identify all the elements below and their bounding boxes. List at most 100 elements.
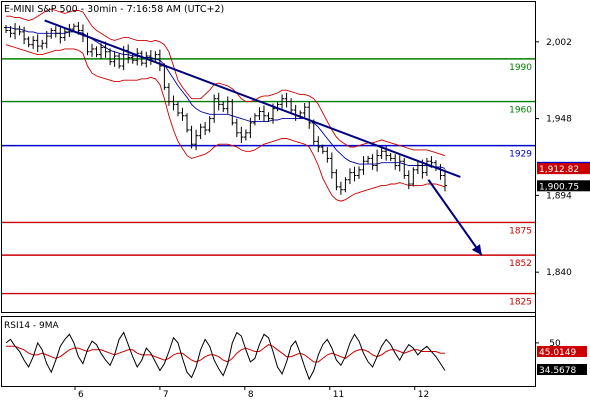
price-bar	[207, 116, 212, 133]
price-bar	[157, 49, 162, 72]
price-bar	[307, 101, 312, 129]
price-bar	[352, 166, 357, 182]
price-bar	[343, 177, 348, 193]
price-bar	[4, 25, 8, 33]
price-bar	[89, 43, 94, 57]
price-bar	[194, 129, 199, 151]
price-bar	[379, 147, 384, 159]
level-1990-label: 1990	[509, 63, 532, 73]
trend-lines	[44, 19, 483, 256]
price-badge: 1,900.75	[537, 180, 590, 192]
price-bar	[325, 147, 330, 163]
price-bar	[175, 100, 180, 117]
price-bar	[94, 46, 99, 58]
price-bar	[17, 25, 22, 36]
time-tick-label: 12	[418, 390, 429, 400]
price-bar	[316, 136, 321, 153]
price-bar	[370, 154, 375, 170]
price-bar	[280, 94, 285, 109]
price-bar	[289, 98, 294, 114]
price-bar	[22, 26, 27, 45]
price-bar	[49, 27, 54, 39]
price-tick-label: 2,002	[546, 38, 572, 48]
projection-arrow-head	[471, 244, 482, 256]
horizontal-levels: 1990 1960 1929 1875 1852 1825	[2, 58, 535, 308]
price-bar	[180, 107, 185, 121]
price-bar	[35, 34, 40, 53]
level-1929-label: 1929	[509, 150, 532, 160]
price-tick-label: 1,948	[546, 115, 572, 125]
rsi-title: RSI14 - 9MA	[4, 321, 60, 331]
price-bar	[388, 153, 393, 161]
price-bar	[62, 28, 67, 41]
price-bar	[112, 50, 117, 67]
level-1875-label: 1875	[509, 226, 532, 236]
price-bar	[406, 170, 411, 190]
price-bar	[284, 92, 289, 108]
moving-average-line	[6, 27, 446, 169]
price-bar	[171, 95, 176, 111]
price-bar	[117, 53, 122, 69]
price-bar	[212, 94, 217, 123]
price-bar	[366, 155, 371, 164]
price-bar	[361, 156, 366, 175]
price-bar	[53, 26, 58, 38]
price-bar	[166, 83, 171, 106]
chart-title: E-MINI S&P 500 - 30min - 7:16:58 AM (UTC…	[4, 4, 224, 15]
price-bar	[243, 129, 248, 141]
level-1825-label: 1825	[509, 298, 532, 308]
price-bar	[40, 39, 45, 50]
level-1852-label: 1852	[509, 259, 532, 269]
price-bar	[393, 154, 398, 170]
price-bar	[411, 167, 416, 187]
price-bar	[225, 96, 230, 114]
price-bar	[266, 112, 271, 123]
price-axis: 2,002 1,948 1,894 1,840	[535, 38, 572, 278]
price-bar	[239, 126, 244, 144]
time-tick-label: 7	[163, 390, 169, 400]
price-bar	[261, 105, 266, 122]
price-bar	[44, 31, 49, 49]
price-bar	[234, 118, 239, 138]
price-bar	[311, 119, 316, 145]
price-bar	[71, 23, 76, 32]
level-1960-label: 1960	[509, 106, 532, 116]
price-badge-label: 1,900.75	[539, 182, 579, 192]
price-bar	[415, 161, 420, 175]
rsi-panel-frame	[1, 316, 536, 387]
price-bar	[438, 164, 443, 180]
price-bar	[252, 113, 257, 126]
price-bar	[275, 101, 280, 112]
price-bar	[108, 48, 113, 66]
price-bar	[334, 169, 339, 191]
main-panel-frame	[1, 1, 536, 313]
price-badges: 1,913.731,912.821,900.75	[537, 161, 590, 192]
price-bar	[302, 102, 307, 118]
price-bar	[58, 27, 63, 44]
price-bar	[402, 157, 407, 179]
time-axis: 6 7 8 11 12	[74, 386, 429, 400]
price-bar	[329, 152, 334, 179]
price-bar	[135, 48, 140, 66]
time-tick-label: 11	[333, 390, 344, 400]
price-bar	[153, 51, 158, 63]
price-bar	[424, 157, 429, 177]
price-bar	[148, 50, 153, 65]
rsi-line	[5, 331, 446, 381]
price-badge-label: 1,912.82	[539, 165, 579, 175]
bollinger-lower-line	[5, 44, 446, 202]
price-bar	[221, 100, 226, 113]
downtrend-line	[44, 19, 461, 178]
price-bar	[13, 23, 18, 40]
price-bar	[248, 117, 253, 138]
price-bar	[130, 54, 135, 64]
rsi-ma-line	[6, 344, 445, 363]
time-tick-label: 6	[78, 390, 84, 400]
time-tick-label: 8	[248, 390, 254, 400]
rsi-series	[5, 331, 446, 381]
price-bar	[185, 113, 190, 133]
price-bars	[4, 21, 447, 195]
price-bar	[99, 43, 104, 59]
